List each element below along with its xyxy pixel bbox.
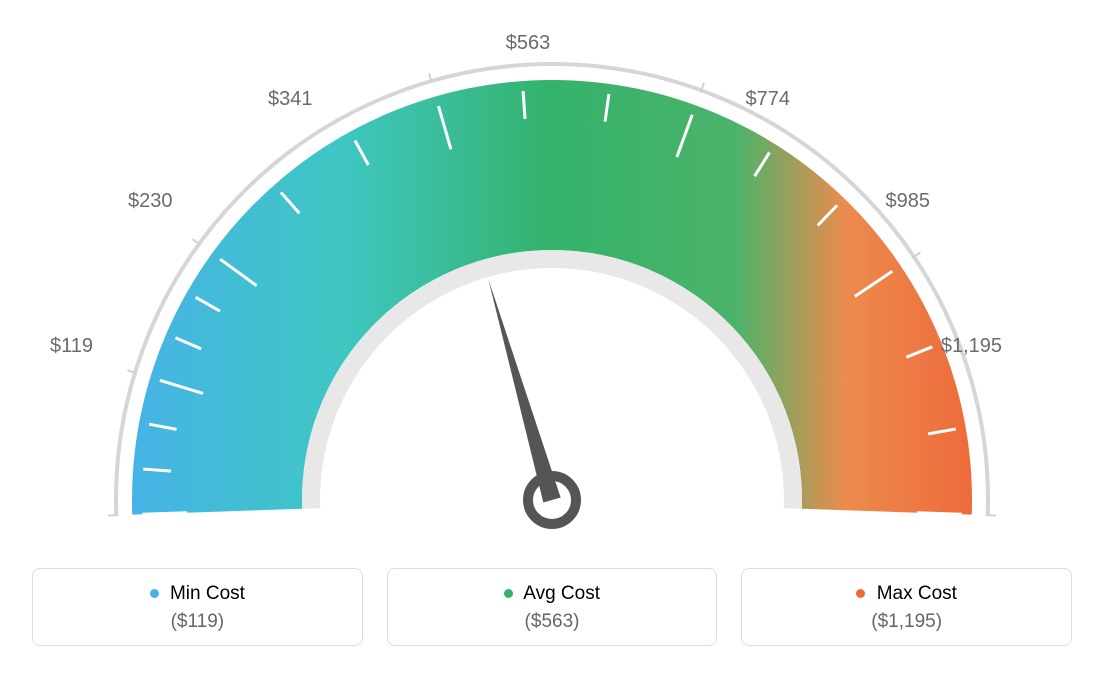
gauge-tick-label: $119: [50, 335, 93, 358]
legend-min-box: Min Cost ($119): [32, 568, 363, 646]
legend-avg-label: Avg Cost: [523, 583, 600, 604]
dot-icon: [504, 589, 513, 598]
legend-avg-box: Avg Cost ($563): [387, 568, 718, 646]
legend-row: Min Cost ($119) Avg Cost ($563) Max Cost…: [0, 568, 1104, 646]
legend-max-value: ($1,195): [752, 611, 1061, 633]
gauge-svg: [0, 0, 1104, 560]
legend-min-value: ($119): [43, 611, 352, 633]
legend-min-label: Min Cost: [170, 583, 245, 604]
legend-max-label: Max Cost: [877, 583, 957, 604]
gauge-tick-label: $230: [128, 190, 173, 213]
legend-max-title: Max Cost: [752, 583, 1061, 605]
legend-avg-value: ($563): [398, 611, 707, 633]
gauge-tick-label: $774: [746, 88, 791, 111]
legend-max-box: Max Cost ($1,195): [741, 568, 1072, 646]
gauge-tick-label: $341: [268, 88, 313, 111]
gauge-tick-label: $1,195: [941, 335, 1002, 358]
dot-icon: [856, 589, 865, 598]
gauge-tick-label: $563: [506, 32, 551, 55]
legend-min-title: Min Cost: [43, 583, 352, 605]
gauge-chart: $119 $230 $341 $563 $774 $985 $1,195: [0, 0, 1104, 560]
gauge-tick-label: $985: [886, 190, 931, 213]
dot-icon: [150, 589, 159, 598]
legend-avg-title: Avg Cost: [398, 583, 707, 605]
